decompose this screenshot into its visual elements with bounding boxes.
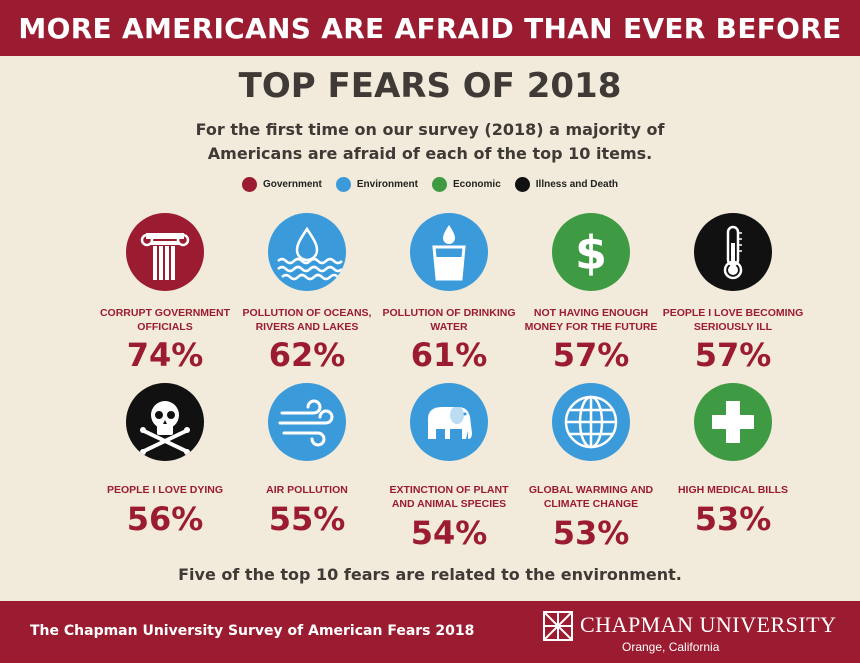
fear-percent: 62% — [268, 336, 346, 374]
fear-item-extinction: Extinction of Plant and Animal Species 5… — [378, 383, 520, 553]
page-title: TOP FEARS OF 2018 — [238, 66, 622, 106]
fear-label: Extinction of Plant and Animal Species — [389, 484, 509, 510]
fear-percent: 56% — [126, 500, 204, 538]
bottom-banner: The Chapman University Survey of America… — [0, 601, 860, 663]
page-subtitle: For the first time on our survey (2018) … — [195, 120, 665, 163]
water-glass-icon — [410, 213, 488, 291]
fear-item-loved-ones-ill: People I Love Becoming Seriously Ill 57% — [662, 213, 804, 383]
fear-item-global-warming: Global Warming and Climate Change 53% — [520, 383, 662, 553]
legend-label: Government — [262, 179, 322, 190]
svg-text:$: $ — [575, 226, 607, 280]
fear-label: Pollution of Drinking Water — [382, 307, 516, 333]
chapman-logo-icon — [543, 611, 573, 641]
university-location: Orange, California — [622, 640, 720, 654]
dollar-icon: $ — [552, 213, 630, 291]
legend-item-government: Government — [241, 177, 322, 192]
fear-item-drinking-water: Pollution of Drinking Water 61% — [378, 213, 520, 383]
fear-percent: 53% — [694, 500, 772, 538]
legend-item-economic: Economic — [431, 177, 501, 192]
fear-item-ocean-pollution: Pollution of Oceans, Rivers and Lakes 62… — [236, 213, 378, 383]
water-drop-waves-icon — [268, 213, 346, 291]
survey-name: The Chapman University Survey of America… — [30, 623, 475, 639]
fear-label: Not Having Enough Money for the Future — [524, 307, 658, 333]
fear-percent: 54% — [410, 514, 488, 552]
fear-percent: 61% — [410, 336, 488, 374]
legend-dot — [335, 177, 351, 192]
legend-dot — [514, 177, 530, 192]
fear-percent: 74% — [126, 336, 204, 374]
fear-label: Air Pollution — [266, 484, 348, 496]
legend-item-illness-and-death: Illness and Death — [514, 177, 619, 192]
fear-item-air-pollution: Air Pollution 55% — [236, 383, 378, 553]
fear-item-money: $ Not Having Enough Money for the Future… — [520, 213, 662, 383]
legend-label: Environment — [356, 179, 418, 190]
wind-icon — [268, 383, 346, 461]
banner-title: MORE AMERICANS ARE AFRAID THAN EVER BEFO… — [18, 11, 842, 45]
column-icon — [126, 213, 204, 291]
fear-percent: 55% — [268, 500, 346, 538]
legend-dot — [241, 177, 257, 192]
legend: Government Environment Economic Illness … — [0, 177, 860, 192]
thermometer-icon — [694, 213, 772, 291]
fear-label: Pollution of Oceans, Rivers and Lakes — [242, 307, 372, 333]
fear-label: High Medical Bills — [677, 484, 789, 496]
legend-dot — [431, 177, 447, 192]
elephant-icon — [410, 383, 488, 461]
fear-label: People I Love Becoming Seriously Ill — [662, 307, 804, 333]
footnote: Five of the top 10 fears are related to … — [178, 565, 682, 584]
fear-item-loved-ones-dying: People I Love Dying 56% — [94, 383, 236, 553]
globe-icon — [552, 383, 630, 461]
fear-label: People I Love Dying — [106, 484, 224, 496]
fear-percent: 53% — [552, 514, 630, 552]
fear-percent: 57% — [552, 336, 630, 374]
legend-label: Economic — [452, 179, 501, 190]
legend-item-environment: Environment — [335, 177, 418, 192]
fear-item-corrupt-government: Corrupt Government Officials 74% — [94, 213, 236, 383]
medical-cross-icon — [694, 383, 772, 461]
fear-percent: 57% — [694, 336, 772, 374]
legend-label: Illness and Death — [535, 179, 619, 190]
university-name: CHAPMAN UNIVERSITY — [580, 612, 837, 637]
fears-grid: Corrupt Government Officials 74% Polluti… — [94, 213, 804, 553]
fear-item-medical-bills: High Medical Bills 53% — [662, 383, 804, 553]
fear-label: Global Warming and Climate Change — [528, 484, 654, 510]
top-banner: MORE AMERICANS ARE AFRAID THAN EVER BEFO… — [0, 0, 860, 56]
skull-crossbones-icon — [126, 383, 204, 461]
fear-label: Corrupt Government Officials — [99, 307, 231, 333]
